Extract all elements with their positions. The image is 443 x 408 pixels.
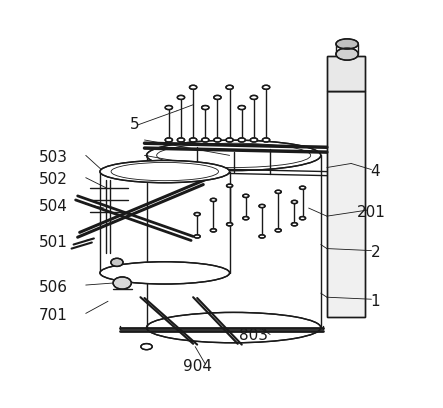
Ellipse shape — [177, 138, 185, 142]
Ellipse shape — [214, 95, 221, 100]
Text: 504: 504 — [39, 199, 68, 213]
Ellipse shape — [100, 262, 229, 284]
Ellipse shape — [262, 85, 270, 89]
Ellipse shape — [238, 106, 245, 110]
Ellipse shape — [190, 138, 197, 142]
Ellipse shape — [250, 95, 257, 100]
Ellipse shape — [147, 140, 321, 171]
Ellipse shape — [202, 106, 209, 110]
Ellipse shape — [202, 138, 209, 142]
Ellipse shape — [147, 313, 321, 343]
Ellipse shape — [111, 258, 123, 266]
Ellipse shape — [275, 229, 281, 232]
Text: 5: 5 — [129, 118, 139, 133]
Ellipse shape — [190, 85, 197, 89]
Ellipse shape — [226, 138, 233, 142]
Ellipse shape — [291, 223, 298, 226]
Text: 904: 904 — [183, 359, 212, 374]
Ellipse shape — [243, 217, 249, 220]
Ellipse shape — [177, 95, 185, 100]
Bar — [327, 91, 365, 317]
Ellipse shape — [194, 213, 200, 216]
Bar — [327, 56, 365, 91]
Text: 201: 201 — [357, 204, 386, 220]
Ellipse shape — [259, 204, 265, 208]
Ellipse shape — [299, 217, 306, 220]
Text: 506: 506 — [39, 279, 68, 295]
Ellipse shape — [100, 160, 229, 183]
Bar — [327, 91, 365, 317]
Text: 701: 701 — [39, 308, 68, 323]
Ellipse shape — [262, 138, 270, 142]
Ellipse shape — [194, 235, 200, 238]
Ellipse shape — [214, 138, 221, 142]
Text: 4: 4 — [371, 164, 380, 179]
Text: 503: 503 — [39, 150, 68, 165]
Ellipse shape — [238, 138, 245, 142]
Ellipse shape — [165, 138, 172, 142]
Text: 803: 803 — [239, 328, 268, 343]
Text: 1: 1 — [371, 294, 380, 309]
Ellipse shape — [226, 223, 233, 226]
Ellipse shape — [210, 198, 217, 202]
Text: 501: 501 — [39, 235, 68, 250]
Ellipse shape — [210, 229, 217, 232]
Ellipse shape — [243, 194, 249, 197]
Ellipse shape — [275, 190, 281, 193]
Bar — [327, 56, 365, 91]
Ellipse shape — [336, 39, 358, 49]
Ellipse shape — [259, 235, 265, 238]
Ellipse shape — [165, 106, 172, 110]
Text: 2: 2 — [371, 245, 380, 260]
Ellipse shape — [113, 277, 131, 289]
Ellipse shape — [226, 184, 233, 187]
Ellipse shape — [336, 48, 358, 60]
Ellipse shape — [250, 138, 257, 142]
Ellipse shape — [291, 200, 298, 204]
Ellipse shape — [299, 186, 306, 189]
Ellipse shape — [141, 344, 152, 350]
Text: 502: 502 — [39, 172, 68, 187]
Ellipse shape — [226, 85, 233, 89]
